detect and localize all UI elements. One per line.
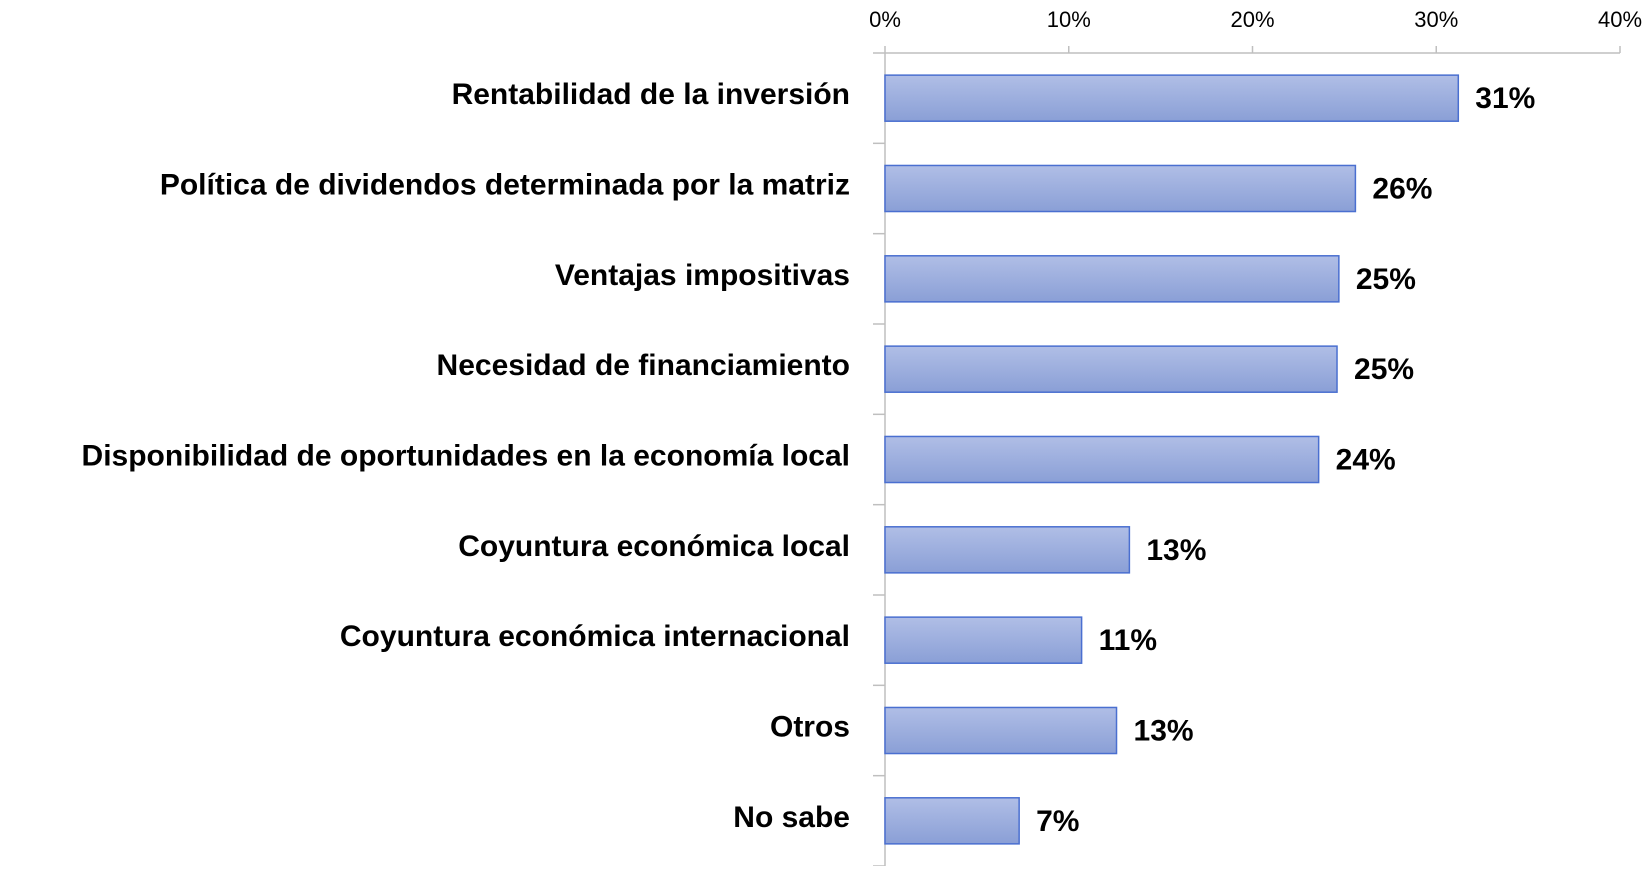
bar	[884, 526, 1131, 574]
data-label: 11%	[1099, 624, 1157, 657]
y-tick-label: Necesidad de financiamiento	[437, 349, 850, 382]
bar	[884, 435, 1320, 484]
x-tick-label: 0%	[869, 7, 901, 32]
x-tick-label: 10%	[1047, 7, 1091, 32]
data-label: 25%	[1354, 353, 1414, 386]
x-tick-label: 20%	[1230, 7, 1274, 32]
y-tick-label: No sabe	[733, 801, 850, 834]
data-label: 31%	[1475, 82, 1535, 115]
data-label: 26%	[1372, 172, 1432, 205]
data-label: 13%	[1134, 714, 1194, 747]
data-label: 13%	[1146, 534, 1206, 567]
y-tick-label: Coyuntura económica local	[458, 530, 850, 563]
y-tick-label: Rentabilidad de la inversión	[452, 78, 850, 111]
y-tick-label: Coyuntura económica internacional	[340, 620, 850, 653]
bar	[884, 74, 1460, 122]
y-tick-label: Disponibilidad de oportunidades en la ec…	[82, 439, 850, 472]
y-tick-label: Otros	[770, 710, 850, 743]
data-label: 25%	[1356, 263, 1416, 296]
y-tick-label: Política de dividendos determinada por l…	[160, 168, 850, 201]
x-tick-label: 30%	[1414, 7, 1458, 32]
bar	[884, 255, 1340, 303]
data-label: 24%	[1336, 443, 1396, 476]
bar	[884, 706, 1118, 755]
y-tick-label: Ventajas impositivas	[555, 259, 850, 292]
bar	[884, 164, 1357, 213]
bar	[884, 345, 1338, 393]
bar	[884, 616, 1083, 664]
x-tick-label: 40%	[1598, 7, 1642, 32]
data-label: 7%	[1036, 805, 1079, 838]
bar	[884, 797, 1020, 845]
